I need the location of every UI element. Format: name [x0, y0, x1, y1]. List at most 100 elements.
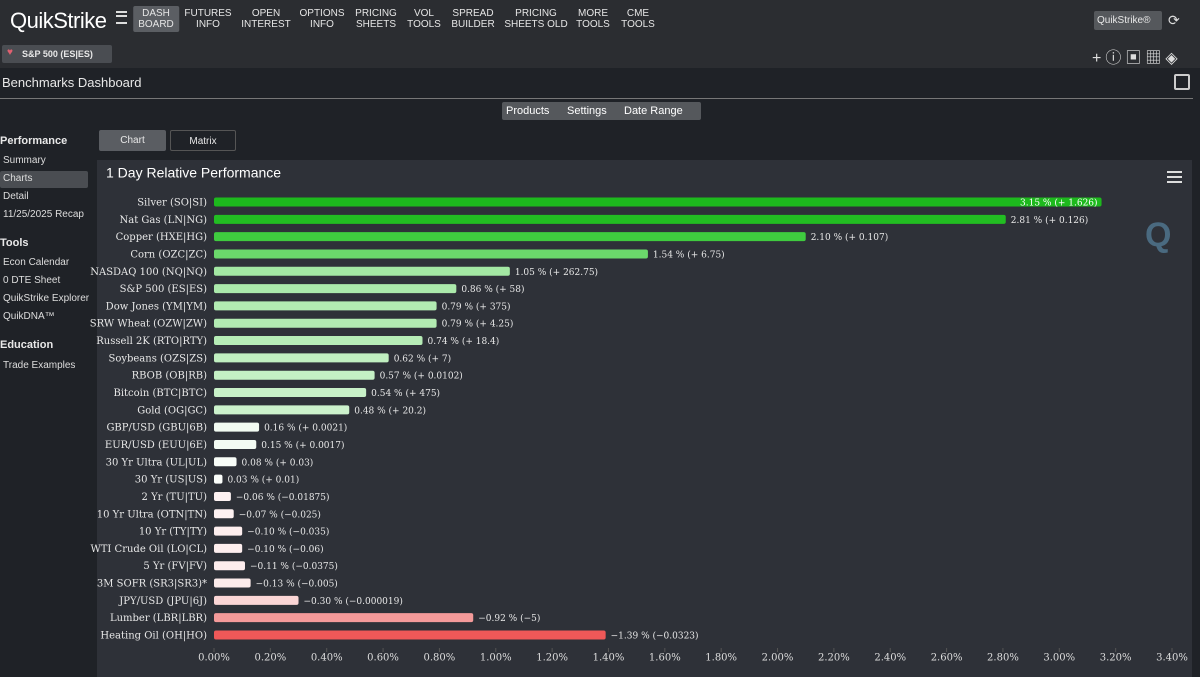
nav-item[interactable]: CME TOOLS	[621, 8, 655, 30]
nav-item-line: INFO	[310, 19, 334, 30]
x-tick-label: 3.00%	[1043, 653, 1075, 664]
nav-item-line: SPREAD	[452, 8, 494, 19]
value-label: 0.03 % (+ 0.01)	[227, 475, 299, 486]
bar	[214, 388, 367, 398]
nav-item[interactable]: MORE TOOLS	[576, 8, 610, 30]
sidebar-item[interactable]: Charts	[3, 173, 33, 184]
tab[interactable]: Chart	[99, 130, 166, 151]
toolbar-icons[interactable]: +ⓘ▣▦◈	[1092, 50, 1182, 67]
bar	[214, 543, 243, 553]
category-label: 10 Yr Ultra (OTN|TN)	[97, 509, 207, 520]
value-label: 1.05 % (+ 262.75)	[515, 267, 598, 278]
chart-menu[interactable]	[1167, 171, 1182, 183]
dropdown[interactable]: Settings	[563, 102, 625, 120]
sidebar-item[interactable]: QuikDNA™	[3, 311, 55, 322]
bar	[214, 405, 350, 415]
category-label: S&P 500 (ES|ES)	[120, 284, 207, 295]
x-tick-label: 2.00%	[762, 653, 794, 664]
bar	[214, 439, 257, 449]
category-label: Russell 2K (RTO|RTY)	[96, 336, 207, 347]
value-label: 0.08 % (+ 0.03)	[242, 457, 314, 468]
nav-item[interactable]: SPREAD BUILDER	[451, 8, 494, 30]
value-label: 0.86 % (+ 58)	[461, 284, 524, 295]
tab[interactable]: Matrix	[170, 130, 236, 151]
category-label: Dow Jones (YM|YM)	[106, 301, 207, 312]
nav-item-line: BOARD	[138, 19, 174, 30]
value-label: −0.13 % (−0.005)	[256, 579, 338, 590]
sidebar-item[interactable]: Econ Calendar	[3, 257, 70, 268]
nav-item-line: SHEETS OLD	[504, 19, 568, 30]
product-selector[interactable]: S&P 500 (ES|ES)	[2, 45, 112, 63]
value-label: −0.30 % (−0.000019)	[304, 596, 403, 607]
category-label: Gold (OG|GC)	[137, 405, 207, 416]
nav-item[interactable]: VOL TOOLS	[407, 8, 441, 30]
refresh-icon[interactable]: ⟳	[1168, 12, 1180, 28]
value-label: −0.06 % (−0.01875)	[236, 492, 330, 503]
sidebar-item[interactable]: Detail	[3, 191, 29, 202]
nav-item-line: TOOLS	[621, 19, 655, 30]
product-name: S&P 500 (ES|ES)	[22, 49, 93, 59]
nav-item[interactable]: FUTURES INFO	[184, 8, 231, 30]
value-label: 0.15 % (+ 0.0017)	[261, 440, 344, 451]
bar	[214, 474, 223, 484]
bar	[214, 630, 606, 640]
nav-item[interactable]: DASH BOARD	[133, 6, 179, 32]
category-label: GBP/USD (GBU|6B)	[106, 423, 207, 434]
nav-item[interactable]: OPEN INTEREST	[241, 8, 290, 30]
bar	[214, 249, 648, 259]
category-label: Bitcoin (BTC|BTC)	[113, 388, 207, 399]
logo: QuikStrike	[10, 8, 107, 33]
category-label: WTI Crude Oil (LO|CL)	[90, 544, 207, 555]
sidebar-item[interactable]: Trade Examples	[3, 360, 76, 371]
favorite-icon[interactable]: ♥	[7, 47, 13, 58]
nav-item-line: MORE	[578, 8, 608, 19]
value-label: 0.57 % (+ 0.0102)	[380, 371, 463, 382]
category-label: NASDAQ 100 (NQ|NQ)	[90, 267, 207, 278]
bar	[214, 561, 245, 571]
nav-item[interactable]: OPTIONS INFO	[299, 8, 344, 30]
nav-item-line: TOOLS	[407, 19, 441, 30]
bar	[214, 232, 806, 242]
nav-item[interactable]: PRICING SHEETS OLD	[504, 8, 567, 30]
nav-item-line: VOL	[413, 8, 434, 19]
category-label: Soybeans (OZS|ZS)	[108, 353, 207, 364]
menu-icon[interactable]	[116, 11, 127, 24]
x-tick-label: 2.20%	[818, 653, 850, 664]
bar	[214, 509, 234, 519]
nav-item[interactable]: PRICING SHEETS	[355, 8, 397, 30]
x-tick-label: 0.40%	[311, 653, 343, 664]
x-tick-label: 0.00%	[198, 653, 230, 664]
nav-item-line: INTEREST	[241, 19, 291, 30]
category-label: Lumber (LBR|LBR)	[110, 613, 207, 624]
category-label: Corn (OZC|ZC)	[130, 249, 207, 260]
nav-item-line: DASH	[142, 8, 170, 19]
value-label: −0.11 % (−0.0375)	[250, 561, 338, 572]
bar	[214, 370, 375, 380]
category-label: Copper (HXE|HG)	[116, 232, 207, 243]
popout-icon[interactable]	[1174, 74, 1190, 90]
sidebar-item[interactable]: QuikStrike Explorer	[3, 293, 90, 304]
x-tick-label: 2.60%	[931, 653, 963, 664]
category-label: 2 Yr (TU|TU)	[142, 492, 208, 503]
x-tick-label: 0.20%	[254, 653, 286, 664]
x-tick-label: 0.60%	[367, 653, 399, 664]
value-label: 0.62 % (+ 7)	[394, 353, 451, 364]
dropdown[interactable]: Date Range	[620, 102, 701, 120]
bar	[214, 214, 1006, 224]
bar	[214, 336, 423, 346]
bar	[214, 457, 237, 467]
user-menu[interactable]: QuikStrike®	[1094, 11, 1162, 30]
sidebar-item[interactable]: Summary	[3, 155, 46, 166]
dropdown[interactable]: Products	[502, 102, 568, 120]
bar	[214, 266, 510, 276]
bar	[214, 353, 389, 363]
sidebar-item[interactable]: 0 DTE Sheet	[3, 275, 61, 286]
header-rule	[0, 98, 1193, 99]
value-label: 2.81 % (+ 0.126)	[1011, 215, 1089, 226]
category-label: 30 Yr Ultra (UL|UL)	[106, 457, 207, 468]
watermark: Q	[1145, 216, 1171, 254]
nav-item-line: INFO	[196, 19, 220, 30]
sidebar-item[interactable]: 11/25/2025 Recap	[3, 209, 84, 220]
page-title: Benchmarks Dashboard	[2, 75, 142, 90]
